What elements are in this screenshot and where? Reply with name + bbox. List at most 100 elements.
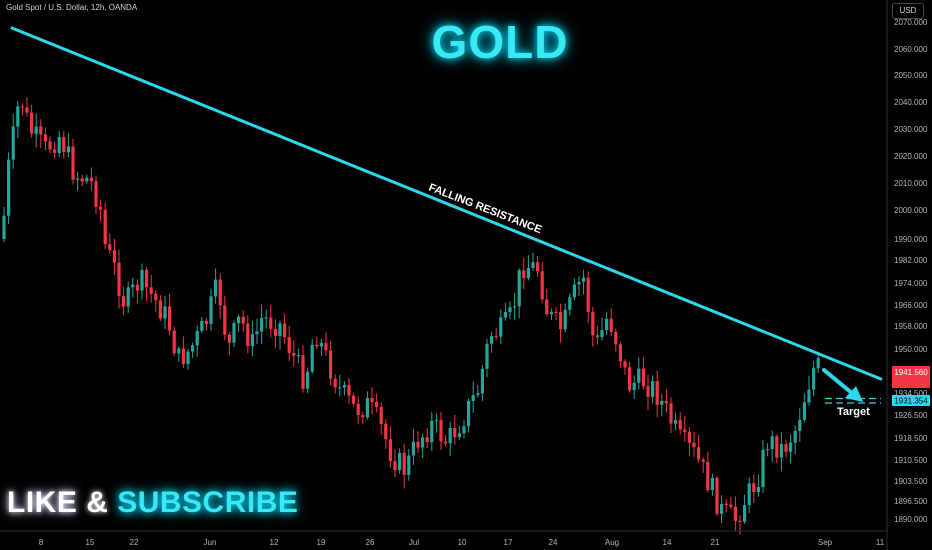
candle-body xyxy=(181,348,185,365)
candle-body xyxy=(255,331,259,335)
y-tick-label: 2020.000 xyxy=(894,152,928,161)
candle-body xyxy=(319,343,323,347)
candle-body xyxy=(223,305,227,335)
x-axis: 8 15 22 Jun 12 19 26 Jul 10 17 24 Aug 14 21 Sep 11 xyxy=(0,530,887,547)
candle-body xyxy=(720,503,724,514)
candle-body xyxy=(674,420,678,424)
candle-body xyxy=(430,420,434,443)
candle-body xyxy=(16,106,20,127)
candle-body xyxy=(554,312,558,314)
candle-body xyxy=(743,505,747,522)
like-subscribe-banner: LIKE & SUBSCRIBE xyxy=(7,486,298,520)
candle-body xyxy=(287,337,291,353)
candle-body xyxy=(25,107,29,113)
y-tick-label: 2060.000 xyxy=(894,45,928,54)
candles xyxy=(2,97,820,535)
candle-body xyxy=(655,381,659,405)
falling-resistance-line[interactable] xyxy=(10,26,883,381)
candle-body xyxy=(747,483,751,506)
y-tick-label: 1950.000 xyxy=(894,345,928,354)
candle-body xyxy=(237,316,241,324)
candle-body xyxy=(457,433,461,438)
candle-body xyxy=(692,442,696,448)
candle-body xyxy=(260,317,264,332)
y-tick-label: 1926.500 xyxy=(894,411,928,420)
candle-body xyxy=(117,262,121,297)
candle-body xyxy=(669,403,673,424)
candle-body xyxy=(536,262,540,272)
y-tick-label: 2070.000 xyxy=(894,18,928,27)
candle-body xyxy=(361,415,365,418)
candle-body xyxy=(329,350,333,379)
candle-body xyxy=(186,351,190,365)
x-tick-label: 10 xyxy=(458,538,467,547)
candle-body xyxy=(375,401,379,408)
x-tick-label: 22 xyxy=(130,538,139,547)
candle-body xyxy=(421,437,425,448)
current-price-label: 1941.560 xyxy=(894,368,928,377)
x-tick-label: 19 xyxy=(317,538,326,547)
candle-body xyxy=(324,343,328,351)
candle-body xyxy=(664,400,668,404)
candle-body xyxy=(784,444,788,452)
candle-body xyxy=(766,449,770,451)
candle-body xyxy=(779,444,783,458)
candle-body xyxy=(273,328,277,336)
candle-body xyxy=(301,355,305,389)
candle-body xyxy=(48,141,52,150)
target-arrow xyxy=(822,368,863,402)
candle-body xyxy=(80,178,84,182)
currency-badge[interactable]: USD xyxy=(892,3,924,19)
candle-body xyxy=(752,483,756,493)
candle-body xyxy=(140,269,144,291)
candle-body xyxy=(145,269,149,288)
candle-body xyxy=(770,436,774,450)
y-tick-label: 1974.000 xyxy=(894,279,928,288)
x-tick-label: Sep xyxy=(818,538,833,547)
y-tick-label: 2010.000 xyxy=(894,179,928,188)
candle-body xyxy=(701,459,705,462)
candle-body xyxy=(807,389,811,403)
y-tick-label: 1934.500 xyxy=(894,389,928,398)
x-tick-label: 24 xyxy=(549,538,558,547)
candle-body xyxy=(775,436,779,458)
candle-body xyxy=(614,331,618,345)
candle-body xyxy=(34,126,38,134)
candle-body xyxy=(416,441,420,448)
candle-body xyxy=(356,403,360,416)
candle-body xyxy=(393,461,397,471)
candle-body xyxy=(53,149,57,154)
candle-body xyxy=(218,279,222,306)
candle-body xyxy=(513,306,517,308)
candle-body xyxy=(158,300,162,319)
candle-body xyxy=(402,453,406,475)
candle-body xyxy=(729,504,733,507)
y-tick-label: 1896.500 xyxy=(894,497,928,506)
y-tick-label: 1890.000 xyxy=(894,515,928,524)
candle-body xyxy=(641,368,645,387)
candle-body xyxy=(490,336,494,344)
candle-body xyxy=(89,177,93,182)
candle-body xyxy=(715,477,719,514)
candle-body xyxy=(71,146,75,180)
candle-body xyxy=(710,477,714,491)
candle-body xyxy=(798,419,802,431)
candle-body xyxy=(352,395,356,404)
x-tick-label: 15 xyxy=(86,538,95,547)
x-tick-label: 11 xyxy=(876,538,885,547)
candle-body xyxy=(122,296,126,307)
page-title: GOLD xyxy=(431,16,569,68)
candle-body xyxy=(651,381,655,397)
candle-body xyxy=(85,177,89,182)
candle-body xyxy=(398,453,402,471)
candle-body xyxy=(172,330,176,354)
y-tick-label: 1958.000 xyxy=(894,322,928,331)
candle-body xyxy=(549,312,553,315)
candle-body xyxy=(724,503,728,505)
candle-body xyxy=(407,455,411,475)
candle-body xyxy=(264,317,268,319)
candle-body xyxy=(563,309,567,330)
candle-body xyxy=(545,299,549,315)
candle-body xyxy=(384,423,388,440)
